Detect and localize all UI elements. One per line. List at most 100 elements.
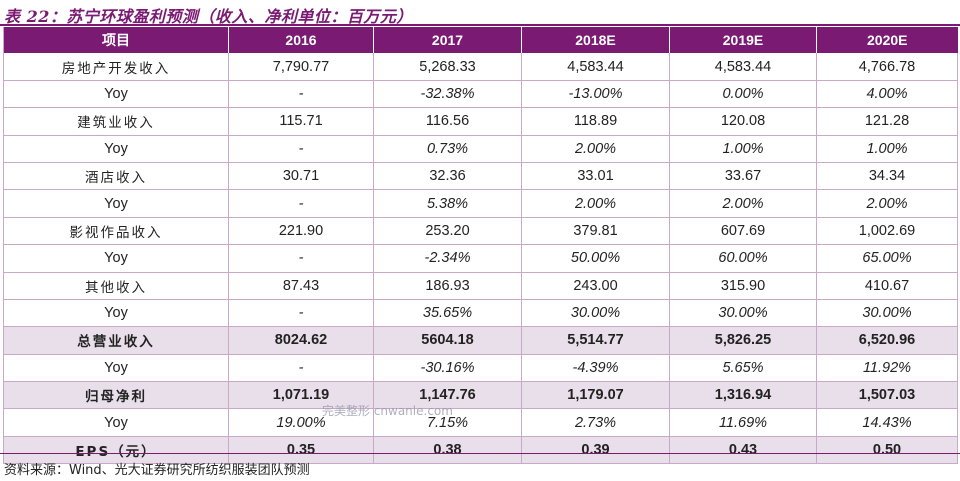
table-cell: 33.67 bbox=[669, 162, 817, 191]
row-label: 影视作品收入 bbox=[3, 217, 229, 246]
table-cell: 2.73% bbox=[521, 408, 670, 437]
row-label: Yoy bbox=[3, 135, 229, 163]
table-cell: -13.00% bbox=[521, 80, 670, 109]
watermark: 完美整形 cnwanle.com bbox=[322, 404, 453, 418]
table-cell: 11.92% bbox=[816, 354, 958, 383]
table-cell: 410.67 bbox=[816, 272, 958, 300]
table-cell: 30.00% bbox=[669, 299, 817, 328]
table-row: Yoy -0.73% 2.00% 1.00% 1.00% bbox=[3, 135, 958, 163]
table-cell: - bbox=[228, 244, 374, 273]
table-cell: 1,147.76 bbox=[373, 381, 522, 410]
table-cell: 2.00% bbox=[816, 189, 958, 218]
row-label: 酒店收入 bbox=[3, 162, 229, 191]
table-cell: 87.43 bbox=[228, 272, 374, 300]
table-cell: 116.56 bbox=[373, 107, 522, 136]
row-label: 总营业收入 bbox=[3, 326, 229, 355]
row-label: 建筑业收入 bbox=[3, 107, 229, 136]
header-2017: 2017 bbox=[373, 27, 522, 54]
table-cell: 14.43% bbox=[816, 408, 958, 437]
row-label: 其他收入 bbox=[3, 272, 229, 300]
table-cell: 6,520.96 bbox=[816, 326, 958, 355]
table-cell: 5604.18 bbox=[373, 326, 522, 355]
header-2016: 2016 bbox=[228, 27, 374, 54]
table-cell: 35.65% bbox=[373, 299, 522, 328]
table-cell: 4,583.44 bbox=[669, 53, 817, 81]
table-cell: 0.50 bbox=[816, 436, 958, 465]
table-cell: 1,316.94 bbox=[669, 381, 817, 410]
table-cell: 30.00% bbox=[816, 299, 958, 328]
table-cell: 2.00% bbox=[521, 135, 670, 163]
table-cell: 4,766.78 bbox=[816, 53, 958, 81]
header-2018e: 2018E bbox=[521, 27, 670, 54]
table-cell: -4.39% bbox=[521, 354, 670, 383]
table-cell: 0.43 bbox=[669, 436, 817, 465]
table-cell: 115.71 bbox=[228, 107, 374, 136]
table-cell: 1,002.69 bbox=[816, 217, 958, 246]
row-label: Yoy bbox=[3, 244, 229, 273]
table-cell: 121.28 bbox=[816, 107, 958, 136]
header-row: 项目 2016 2017 2018E 2019E 2020E bbox=[3, 27, 958, 54]
table-row: 影视作品收入 221.90 253.20 379.81 607.69 1,002.69 bbox=[3, 217, 958, 246]
table-title: 表 22：苏宁环球盈利预测（收入、净利单位：百万元） bbox=[4, 7, 413, 26]
row-label: EPS（元） bbox=[3, 436, 229, 465]
table-cell: 120.08 bbox=[669, 107, 817, 136]
source-divider bbox=[0, 453, 960, 454]
table-cell: -32.38% bbox=[373, 80, 522, 109]
table-row: Yoy -5.38% 2.00% 2.00% 2.00% bbox=[3, 189, 958, 218]
table-cell: - bbox=[228, 354, 374, 383]
table-cell: 5.65% bbox=[669, 354, 817, 383]
table-cell: 8024.62 bbox=[228, 326, 374, 355]
table-cell: 1.00% bbox=[669, 135, 817, 163]
table-cell: 11.69% bbox=[669, 408, 817, 437]
table-cell: - bbox=[228, 80, 374, 109]
table-cell: - bbox=[228, 189, 374, 218]
table-cell: 5.38% bbox=[373, 189, 522, 218]
row-label: Yoy bbox=[3, 408, 229, 437]
table-cell: 253.20 bbox=[373, 217, 522, 246]
table-cell: 1,071.19 bbox=[228, 381, 374, 410]
table-cell: 4.00% bbox=[816, 80, 958, 109]
table-cell: 7.15% bbox=[373, 408, 522, 437]
table-cell: 2.00% bbox=[521, 189, 670, 218]
table-cell: 50.00% bbox=[521, 244, 670, 273]
table-cell: - bbox=[228, 135, 374, 163]
table-cell: 19.00% bbox=[228, 408, 374, 437]
table-cell: 607.69 bbox=[669, 217, 817, 246]
table-cell: 1,507.03 bbox=[816, 381, 958, 410]
table-cell: 2.00% bbox=[669, 189, 817, 218]
table-row: 酒店收入 30.71 32.36 33.01 33.67 34.34 bbox=[3, 162, 958, 191]
table-cell: 0.39 bbox=[521, 436, 670, 465]
table-cell: 7,790.77 bbox=[228, 53, 374, 81]
table-cell: 34.34 bbox=[816, 162, 958, 191]
forecast-table: 项目 2016 2017 2018E 2019E 2020E 房地产开发收入 7,… bbox=[3, 27, 958, 465]
source-note: 资料来源：Wind、光大证券研究所纺织服装团队预测 bbox=[4, 463, 310, 478]
table-cell: 5,514.77 bbox=[521, 326, 670, 355]
table-row: Yoy - -30.16% -4.39% 5.65% 11.92% bbox=[3, 354, 958, 383]
row-label: Yoy bbox=[3, 299, 229, 328]
table-row: Yoy -35.65% 30.00% 30.00% 30.00% bbox=[3, 299, 958, 328]
table-row: EPS（元） 0.35 0.38 0.39 0.43 0.50 bbox=[3, 436, 958, 465]
table-cell: 4,583.44 bbox=[521, 53, 670, 81]
table-cell: - bbox=[228, 299, 374, 328]
table-row: 归母净利 1,071.19 1,147.76 1,179.07 1,316.94 1,50… bbox=[3, 381, 958, 410]
table-body: 房地产开发收入 7,790.77 5,268.33 4,583.44 4,583.44 4… bbox=[3, 53, 958, 465]
table-cell: 315.90 bbox=[669, 272, 817, 300]
table-cell: 0.35 bbox=[228, 436, 374, 465]
table-cell: 221.90 bbox=[228, 217, 374, 246]
table-cell: 118.89 bbox=[521, 107, 670, 136]
row-label: 房地产开发收入 bbox=[3, 53, 229, 81]
table-cell: 32.36 bbox=[373, 162, 522, 191]
table-cell: 243.00 bbox=[521, 272, 670, 300]
row-label: Yoy bbox=[3, 80, 229, 109]
table-row: Yoy - -32.38% -13.00% 0.00% 4.00% bbox=[3, 80, 958, 109]
table-row: Yoy - -2.34% 50.00% 60.00% 65.00% bbox=[3, 244, 958, 273]
table-cell: -30.16% bbox=[373, 354, 522, 383]
table-cell: 30.00% bbox=[521, 299, 670, 328]
title-divider bbox=[0, 24, 960, 26]
table-row: Yoy 19.00% 7.15% 2.73% 11.69% 14.43% bbox=[3, 408, 958, 437]
table-row: 房地产开发收入 7,790.77 5,268.33 4,583.44 4,583.44 4… bbox=[3, 53, 958, 81]
row-label: Yoy bbox=[3, 189, 229, 218]
row-label: Yoy bbox=[3, 354, 229, 383]
header-item: 项目 bbox=[3, 27, 229, 54]
table-cell: 5,826.25 bbox=[669, 326, 817, 355]
